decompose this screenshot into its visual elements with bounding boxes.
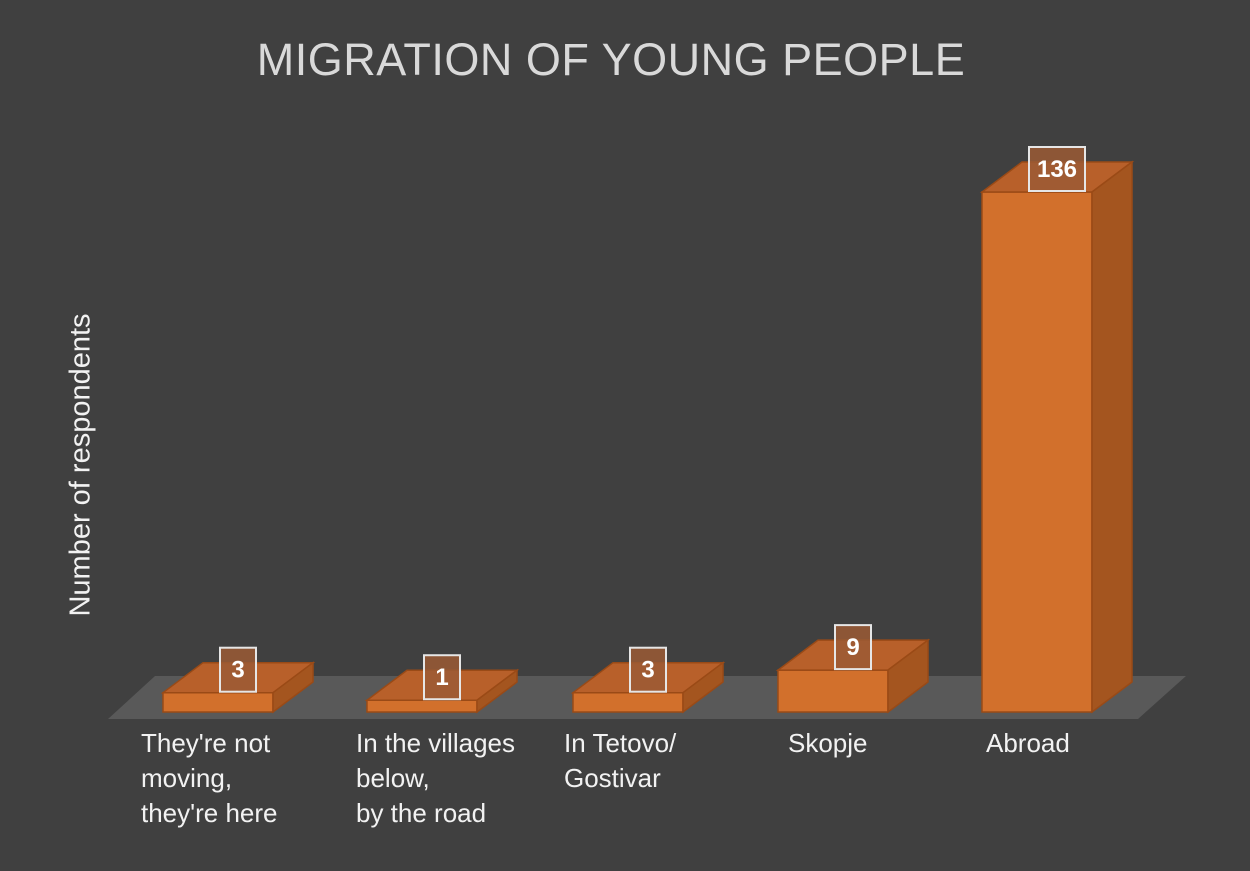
- bar-2: [572, 691, 684, 713]
- bar-side-0: [272, 661, 314, 714]
- category-label-1: In the villages below, by the road: [356, 728, 515, 828]
- chart-title: MIGRATION OF YOUNG PEOPLE: [256, 34, 966, 85]
- data-label-box-3: [834, 624, 872, 671]
- bar-side-2: [682, 661, 724, 714]
- bar-4: [981, 191, 1093, 713]
- data-label-1: 1: [435, 664, 448, 691]
- bar-1: [366, 699, 478, 713]
- data-label-0: 3: [231, 657, 244, 684]
- bar-side-4: [1091, 160, 1133, 714]
- category-label-4: Abroad: [986, 728, 1070, 758]
- data-label-3: 9: [846, 634, 859, 661]
- data-label-box-1: [423, 654, 461, 701]
- data-label-box-2: [629, 646, 667, 693]
- bar-0: [162, 691, 274, 713]
- bar-3: [777, 669, 889, 713]
- data-label-box-0: [219, 646, 257, 693]
- bar-side-3: [887, 638, 929, 714]
- category-label-0: They're not moving, they're here: [141, 728, 278, 828]
- data-label-box-4: [1028, 146, 1086, 192]
- bar-side-1: [476, 668, 518, 714]
- category-label-2: In Tetovo/ Gostivar: [564, 728, 677, 793]
- data-label-4: 136: [1037, 156, 1077, 183]
- category-label-3: Skopje: [788, 728, 868, 758]
- data-label-2: 3: [641, 657, 654, 684]
